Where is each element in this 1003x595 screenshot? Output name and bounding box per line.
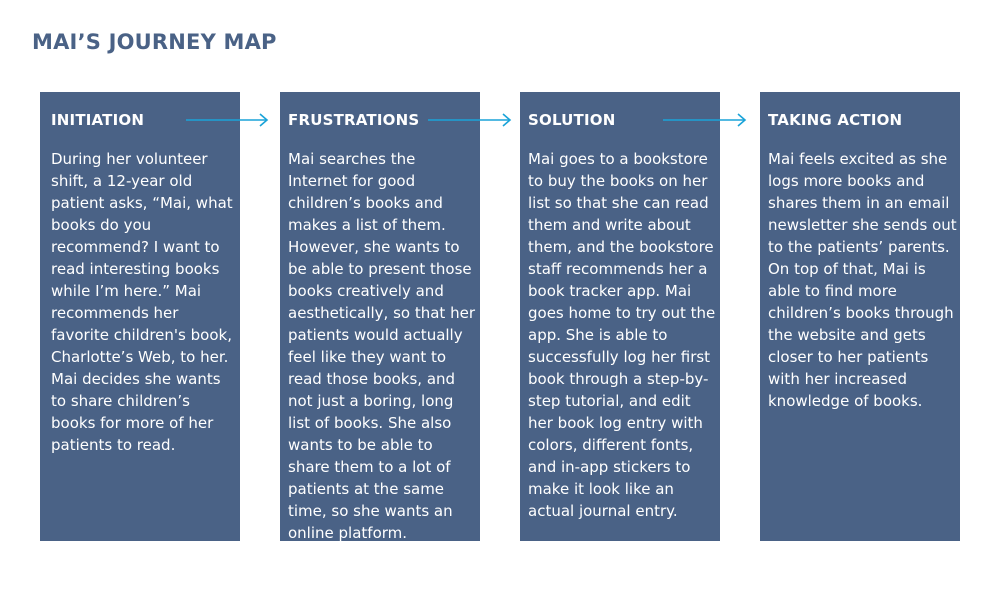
arrow-right-icon	[186, 113, 269, 127]
stage-card-initiation: INITIATION During her volunteer shift, a…	[40, 92, 240, 541]
stage-description: Mai feels excited as she logs more books…	[768, 150, 957, 410]
page-title: MAI’S JOURNEY MAP	[32, 30, 277, 54]
arrow-right-icon	[663, 113, 747, 127]
stage-card-solution: SOLUTION Mai goes to a bookstore to buy …	[520, 92, 720, 541]
stage-card-taking-action: TAKING ACTION Mai feels excited as she l…	[760, 92, 960, 541]
stage-description: During her volunteer shift, a 12-year ol…	[51, 150, 233, 454]
stage-heading: SOLUTION	[528, 111, 616, 129]
stage-heading: TAKING ACTION	[768, 111, 903, 129]
stage-card-frustrations: FRUSTRATIONS Mai searches the Internet f…	[280, 92, 480, 542]
stage-description: Mai searches the Internet for good child…	[288, 150, 475, 542]
stage-heading: INITIATION	[51, 111, 145, 129]
stage-heading: FRUSTRATIONS	[288, 111, 420, 129]
arrow-right-icon	[428, 113, 512, 127]
stage-description: Mai goes to a bookstore to buy the books…	[528, 150, 716, 520]
